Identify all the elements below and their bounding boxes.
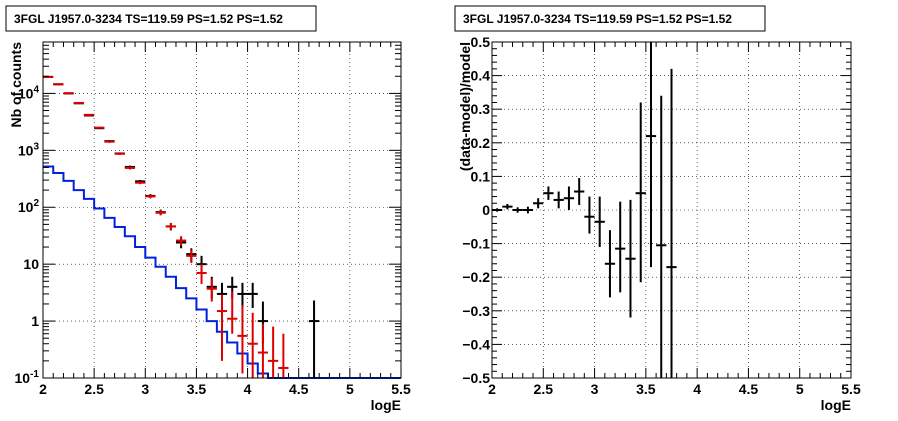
residual-title-box — [454, 5, 766, 32]
residual-y-tick-label: −0.4 — [462, 336, 490, 352]
counts-data-point — [175, 236, 187, 246]
residual-y-tick-label: 0.1 — [471, 168, 491, 184]
counts-data-point — [63, 92, 74, 95]
residual-x-axis-title: logE — [821, 397, 851, 413]
counts-y-tick-label: 1 — [31, 313, 39, 329]
counts-series — [43, 75, 320, 378]
counts-data-point — [94, 126, 105, 129]
counts-x-tick-label: 2.5 — [84, 381, 104, 397]
counts-data-point — [135, 181, 146, 185]
counts-data-point — [165, 222, 176, 231]
residual-y-tick-label: −0.1 — [462, 236, 490, 252]
counts-model-step-line — [43, 165, 401, 379]
counts-data-point — [247, 312, 258, 378]
counts-data-point — [53, 83, 64, 86]
residual-title: 3FGL J1957.0-3234 TS=119.59 PS=1.52 PS=1… — [463, 12, 732, 26]
residual-data-point — [656, 95, 667, 378]
counts-y-tick-label: 103 — [18, 141, 40, 158]
residual-data-point — [625, 199, 636, 318]
counts-y-tick-label: 102 — [18, 198, 40, 215]
residual-x-tick-label: 2 — [488, 381, 496, 397]
counts-data-point — [216, 294, 228, 361]
counts-data-point — [145, 194, 156, 199]
residual-data-point — [533, 198, 544, 209]
residual-x-tick-label: 5.5 — [841, 381, 861, 397]
residual-data-point — [543, 186, 554, 200]
residual-y-tick-label: −0.2 — [462, 269, 490, 285]
residual-y-tick-label: 0 — [482, 202, 490, 218]
residual-y-tick-label: −0.5 — [462, 370, 490, 386]
counts-data-point — [114, 152, 125, 155]
counts-title: 3FGL J1957.0-3234 TS=119.59 PS=1.52 PS=1… — [14, 12, 283, 26]
counts-data-point — [206, 278, 217, 302]
counts-x-tick-label: 5.5 — [391, 381, 411, 397]
counts-x-axis-title: logE — [371, 397, 401, 413]
residual-data-point — [584, 196, 595, 234]
residual-data-point — [553, 191, 564, 209]
counts-data-point — [155, 210, 166, 216]
residual-data-point — [615, 201, 626, 293]
residual-x-tick-label: 2.5 — [534, 381, 554, 397]
counts-data-point — [308, 300, 320, 378]
counts-data-point — [237, 282, 248, 308]
counts-x-tick-label: 3 — [141, 381, 149, 397]
counts-data-point — [186, 249, 197, 263]
residual-y-tick-label: 0.3 — [471, 101, 491, 117]
residual-data-point — [522, 206, 534, 214]
counts-data-point — [83, 113, 95, 116]
residual-y-tick-label: 0.5 — [471, 34, 491, 50]
residual-data-point — [594, 196, 605, 247]
counts-data-point — [196, 264, 207, 284]
residual-data-point — [574, 178, 585, 205]
residual-y-tick-label: −0.3 — [462, 303, 490, 319]
residual-x-tick-label: 3.5 — [636, 381, 656, 397]
residual-data-point — [502, 203, 513, 210]
residual-y-tick-label: 0.4 — [471, 68, 491, 84]
counts-data-point — [237, 305, 248, 374]
residual-data-point — [604, 230, 616, 298]
counts-model-line — [43, 165, 401, 379]
counts-data-point — [124, 166, 136, 170]
residual-data-point — [645, 42, 657, 268]
counts-x-tick-label: 4.5 — [289, 381, 309, 397]
counts-data-point — [104, 140, 115, 143]
counts-data-point — [227, 291, 238, 334]
counts-x-tick-label: 2 — [39, 381, 47, 397]
residual-x-tick-label: 5 — [796, 381, 804, 397]
residual-series — [492, 42, 677, 378]
residual-axis: 2 2.5 3 3.5 4 4.5 5 5.5 −0.5 −0.4 −0.3 −0.2 −0.1 0 0.1… — [462, 34, 861, 397]
residual-x-tick-label: 3 — [591, 381, 599, 397]
counts-title-box — [5, 5, 317, 32]
residual-x-tick-label: 4 — [693, 381, 701, 397]
counts-grid — [43, 42, 401, 378]
residual-data-point — [563, 186, 575, 210]
counts-data-point — [247, 282, 258, 308]
counts-data-point — [268, 326, 279, 378]
counts-y-axis-title: Nb of counts — [8, 42, 24, 128]
counts-data-point — [73, 101, 84, 104]
counts-x-tick-label: 4 — [244, 381, 252, 397]
counts-x-tick-label: 5 — [346, 381, 354, 397]
counts-panel: 3FGL J1957.0-3234 TS=119.59 PS=1.52 PS=1… — [5, 5, 411, 413]
residual-y-tick-label: 0.2 — [471, 135, 491, 151]
residual-data-point — [635, 102, 646, 283]
counts-data-point — [278, 333, 289, 378]
counts-x-tick-label: 3.5 — [187, 381, 207, 397]
residual-y-axis-title: (data-model)/model — [457, 42, 473, 171]
counts-y-tick-label: 10-1 — [15, 369, 40, 386]
residual-x-tick-label: 4.5 — [739, 381, 759, 397]
residual-grid — [492, 42, 851, 378]
residual-data-point — [666, 68, 677, 378]
residual-data-point — [512, 207, 523, 213]
counts-y-tick-label: 10 — [23, 256, 39, 272]
residual-panel: 3FGL J1957.0-3234 TS=119.59 PS=1.52 PS=1… — [454, 5, 861, 413]
counts-data-point — [257, 323, 269, 378]
